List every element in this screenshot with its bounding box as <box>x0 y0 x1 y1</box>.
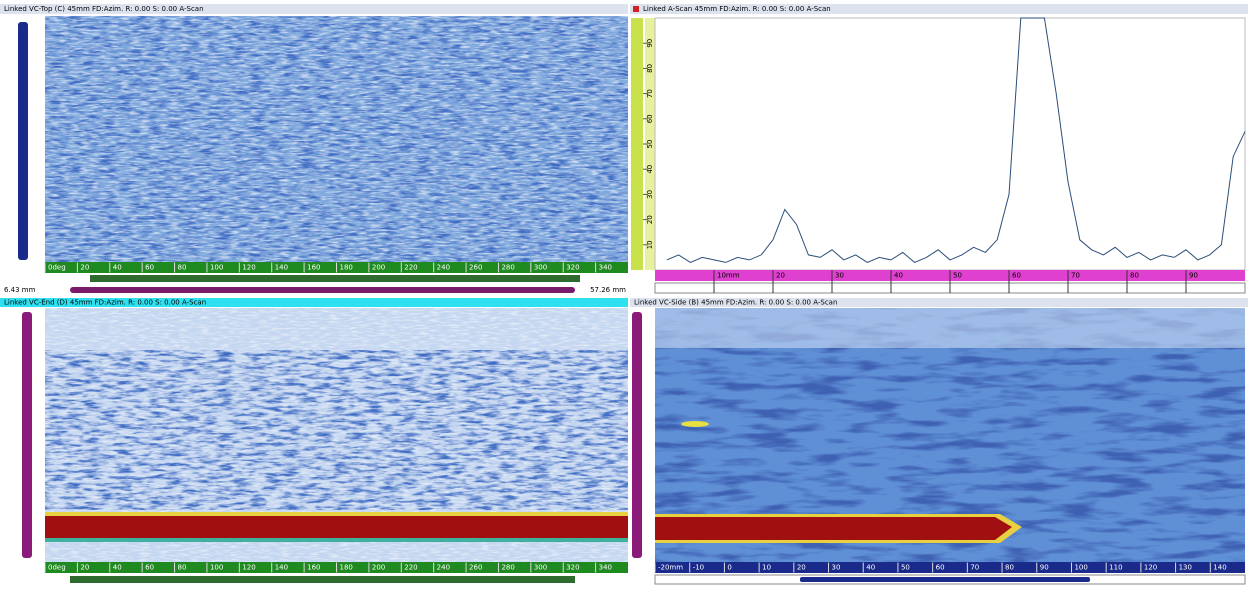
panel-title: Linked A-Scan 45mm FD:Azim. R: 0.00 S: 0… <box>643 5 831 13</box>
axis-label: 180 <box>340 264 353 272</box>
x-tick-label: 50 <box>953 272 962 280</box>
indication <box>681 421 709 427</box>
axis-label: 200 <box>372 564 385 572</box>
axis-label: 260 <box>469 564 482 572</box>
axis-label: 100 <box>1074 564 1087 572</box>
x-tick-label: 30 <box>835 272 844 280</box>
y-tick-label: 70 <box>646 89 654 98</box>
backwall-echo <box>655 517 1012 540</box>
slider-thumb[interactable] <box>800 577 1090 582</box>
bscan-top <box>655 308 1245 348</box>
axis-label: 140 <box>1213 564 1226 572</box>
cscan-light <box>45 16 628 262</box>
slider[interactable] <box>70 576 575 583</box>
axis-label: 120 <box>242 264 255 272</box>
axis-label: 10 <box>762 564 771 572</box>
axis-label: 120 <box>242 564 255 572</box>
axis-label: 130 <box>1179 564 1192 572</box>
axis-label: -20mm <box>658 564 683 572</box>
axis-label: 0deg <box>48 264 66 272</box>
axis-label: 100 <box>210 564 223 572</box>
axis-label: 20 <box>797 564 806 572</box>
axis-label: 60 <box>936 564 945 572</box>
screen: Linked VC-Top (C) 45mm FD:Azim. R: 0.00 … <box>0 0 1248 588</box>
axis-label: 0deg <box>48 564 66 572</box>
axis-label: 40 <box>866 564 875 572</box>
echo-edge <box>45 538 628 542</box>
page: Linked VC-Top (C) 45mm FD:Azim. R: 0.00 … <box>0 0 1248 588</box>
x-tick-label: 80 <box>1130 272 1139 280</box>
y-tick-label: 40 <box>646 165 654 174</box>
axis-label: 160 <box>307 264 320 272</box>
axis-label: 90 <box>1040 564 1049 572</box>
axis-label: -10 <box>693 564 704 572</box>
y-tick-label: 10 <box>646 240 654 249</box>
scale <box>18 22 28 260</box>
y-tick-label: 60 <box>646 114 654 123</box>
axis-label: 140 <box>275 564 288 572</box>
marker <box>633 6 639 12</box>
axis-label: 20 <box>80 264 89 272</box>
y-scale <box>631 18 643 270</box>
x-tick-label: 90 <box>1189 272 1198 280</box>
y-tick-label: 80 <box>646 64 654 73</box>
axis-label: 0 <box>727 564 731 572</box>
axis-label: 220 <box>404 564 417 572</box>
axis-label: 200 <box>372 264 385 272</box>
axis-label: 280 <box>501 264 514 272</box>
axis-label: 40 <box>113 564 122 572</box>
x-tick-label: 70 <box>1071 272 1080 280</box>
axis-label: 80 <box>178 264 187 272</box>
axis-label: 240 <box>437 264 450 272</box>
x-tick-label: 40 <box>894 272 903 280</box>
axis-label: 320 <box>566 264 579 272</box>
axis-label: 70 <box>970 564 979 572</box>
axis-label: 180 <box>340 564 353 572</box>
slider[interactable] <box>90 275 580 282</box>
x-tick-label: 10mm <box>717 272 740 280</box>
ascan-plot <box>655 18 1245 270</box>
y-tick-label: 20 <box>646 215 654 224</box>
x-tick-label: 60 <box>1012 272 1021 280</box>
axis-label: 320 <box>566 564 579 572</box>
axis-label: 20 <box>80 564 89 572</box>
axis-label: 340 <box>599 564 612 572</box>
echo-edge <box>45 512 628 516</box>
axis-label: 220 <box>404 264 417 272</box>
axis-label: 100 <box>210 264 223 272</box>
axis-label: 140 <box>275 264 288 272</box>
axis-label: 260 <box>469 264 482 272</box>
axis-label: 240 <box>437 564 450 572</box>
axis-label: 50 <box>901 564 910 572</box>
range-start: 6.43 mm <box>4 286 36 294</box>
axis-label: 160 <box>307 564 320 572</box>
axis-label: 110 <box>1109 564 1122 572</box>
axis-label: 30 <box>832 564 841 572</box>
panel-title: Linked VC-Side (B) 45mm FD:Azim. R: 0.00… <box>634 299 837 307</box>
x-tick-label: 20 <box>776 272 785 280</box>
range-slider[interactable] <box>70 287 575 293</box>
axis-label: 280 <box>501 564 514 572</box>
axis-label: 300 <box>534 264 547 272</box>
y-tick-label: 50 <box>646 140 654 149</box>
axis-label: 60 <box>145 264 154 272</box>
axis-label: 80 <box>178 564 187 572</box>
panel-title: Linked VC-Top (C) 45mm FD:Azim. R: 0.00 … <box>4 5 204 13</box>
y-tick-label: 90 <box>646 39 654 48</box>
backwall-echo <box>45 516 628 538</box>
axis-label: 60 <box>145 564 154 572</box>
axis-label: 120 <box>1144 564 1157 572</box>
scale <box>22 312 32 558</box>
y-tick-label: 30 <box>646 190 654 199</box>
axis-label: 80 <box>1005 564 1014 572</box>
axis-label: 340 <box>599 264 612 272</box>
axis-label: 300 <box>534 564 547 572</box>
axis-label: 40 <box>113 264 122 272</box>
range-end: 57.26 mm <box>590 286 626 294</box>
scale <box>632 312 642 558</box>
panel-title: Linked VC-End (D) 45mm FD:Azim. R: 0.00 … <box>4 299 206 307</box>
